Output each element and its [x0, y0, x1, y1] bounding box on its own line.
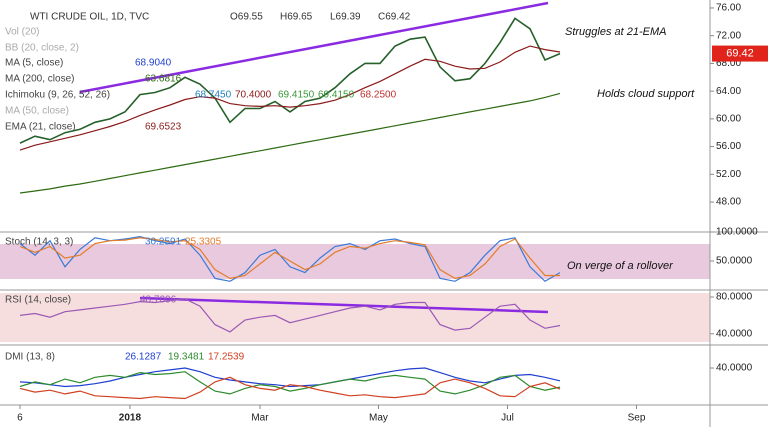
- legend-value: 30.2591: [145, 237, 182, 248]
- ohlc: C69.42: [378, 12, 411, 23]
- legend-value: 70.4000: [235, 90, 272, 101]
- legend-value: 69.4150: [318, 90, 355, 101]
- legend-value: 68.7450: [195, 90, 232, 101]
- stoch-band: [0, 244, 710, 279]
- y-tick-label: 72.00: [716, 30, 741, 41]
- trendline: [79, 1, 549, 94]
- legend-value: 63.6816: [145, 74, 182, 85]
- legend-name: DMI (13, 8): [5, 352, 55, 363]
- plot-bg: [0, 0, 710, 405]
- x-tick-label: May: [369, 413, 388, 424]
- ohlc: O69.55: [230, 12, 263, 23]
- annotation: Struggles at 21-EMA: [565, 26, 667, 38]
- chart-title: WTI CRUDE OIL, 1D, TVC: [30, 12, 149, 23]
- rsi-band: [0, 293, 710, 342]
- y-tick-label: 68.00: [716, 58, 741, 69]
- y-tick-label: 60.00: [716, 114, 741, 125]
- annotation: On verge of a rollover: [567, 260, 674, 272]
- x-tick-label: Jul: [501, 413, 514, 424]
- legend-name: Stoch (14, 3, 3): [5, 237, 73, 248]
- series-line: [19, 92, 561, 194]
- trendline: [139, 296, 549, 314]
- legend-name: Vol (20): [5, 27, 39, 38]
- y-tick-label: 100.0000: [716, 227, 758, 238]
- legend-name: RSI (14, close): [5, 295, 71, 306]
- series-line: [19, 371, 561, 395]
- y-tick-label: 40.0000: [716, 363, 753, 374]
- legend-name: EMA (21, close): [5, 122, 76, 133]
- price-tag-label: 69.42: [726, 47, 754, 59]
- legend-value: 26.1287: [125, 352, 162, 363]
- legend-value: 19.3481: [168, 352, 205, 363]
- legend-value: 48.7006: [140, 295, 177, 306]
- y-tick-label: 48.00: [716, 197, 741, 208]
- y-tick-label: 40.0000: [716, 328, 753, 339]
- legend-name: MA (50, close): [5, 106, 69, 117]
- y-tick-label: 76.00: [716, 3, 741, 14]
- ohlc: L69.39: [330, 12, 361, 23]
- legend-value: 68.2500: [360, 90, 397, 101]
- legend-name: MA (200, close): [5, 74, 74, 85]
- legend-value: 25.3305: [185, 237, 222, 248]
- x-tick-label: Mar: [251, 413, 269, 424]
- legend-value: 69.4150: [278, 90, 315, 101]
- series-line: [19, 376, 561, 400]
- y-tick-label: 64.00: [716, 86, 741, 97]
- legend-name: BB (20, close, 2): [5, 43, 79, 54]
- x-tick-label: 2018: [119, 413, 142, 424]
- series-line: [19, 237, 560, 280]
- y-tick-label: 56.00: [716, 141, 741, 152]
- y-tick-label: 80.0000: [716, 292, 753, 303]
- x-tick-label: 6: [17, 413, 23, 424]
- marks: [19, 17, 561, 400]
- series-line: [19, 17, 561, 144]
- series-line: [19, 45, 561, 151]
- price-tag: [712, 45, 768, 62]
- y-tick-label: 52.00: [716, 169, 741, 180]
- series-line: [19, 298, 561, 333]
- annotation: Holds cloud support: [597, 88, 695, 100]
- legend-value: 17.2539: [208, 352, 245, 363]
- x-tick-label: Sep: [628, 413, 646, 424]
- legend-value: 69.6523: [145, 122, 182, 133]
- series-line: [19, 367, 561, 388]
- y-tick-label: 50.0000: [716, 256, 753, 267]
- legend-name: Ichimoku (9, 26, 52, 26): [5, 90, 110, 101]
- legend-name: MA (5, close): [5, 58, 63, 69]
- legend-value: 68.9040: [135, 58, 172, 69]
- ohlc: H69.65: [280, 12, 313, 23]
